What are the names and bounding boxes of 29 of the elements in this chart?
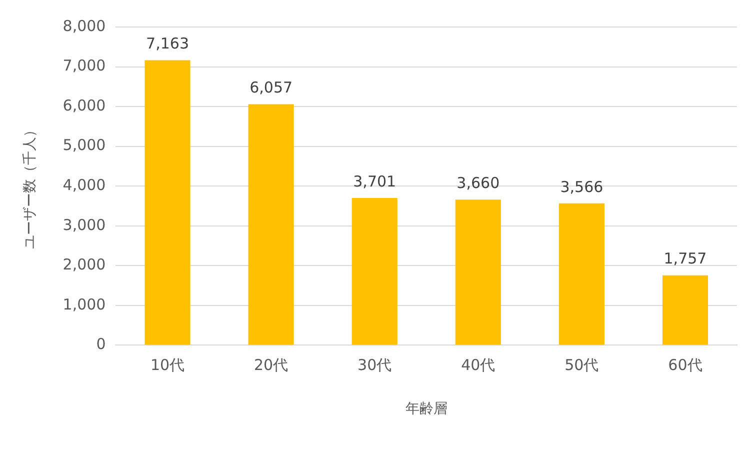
y-tick-label: 8,000 <box>62 16 106 35</box>
bar <box>558 203 604 345</box>
data-label: 3,566 <box>560 178 604 196</box>
x-tick-label: 30代 <box>358 356 392 374</box>
x-tick-label: 40代 <box>461 356 496 374</box>
y-tick-label: 5,000 <box>62 136 106 154</box>
data-label: 3,660 <box>456 174 500 192</box>
bar <box>248 104 294 345</box>
y-tick-label: 1,000 <box>62 295 106 314</box>
y-tick-label: 7,000 <box>62 56 106 75</box>
bar <box>144 60 190 345</box>
x-tick-label: 20代 <box>254 356 288 374</box>
y-tick-label: 3,000 <box>62 216 106 234</box>
x-tick-label: 50代 <box>564 356 599 374</box>
y-tick-label: 4,000 <box>62 176 106 194</box>
data-label: 7,163 <box>146 34 189 53</box>
x-tick-label: 10代 <box>150 356 185 374</box>
bar <box>662 275 708 345</box>
data-label: 1,757 <box>664 250 707 268</box>
x-axis-title: 年齢層 <box>405 401 448 418</box>
bar <box>455 200 501 345</box>
bar <box>352 198 398 345</box>
y-tick-label: 6,000 <box>62 96 106 114</box>
y-tick-label: 2,000 <box>62 256 106 274</box>
y-axis-title: ユーザー数（千人） <box>22 123 38 250</box>
x-tick-label: 60代 <box>668 356 702 374</box>
data-label: 6,057 <box>250 78 293 97</box>
y-tick-label: 0 <box>96 335 106 354</box>
data-label: 3,701 <box>353 172 396 190</box>
